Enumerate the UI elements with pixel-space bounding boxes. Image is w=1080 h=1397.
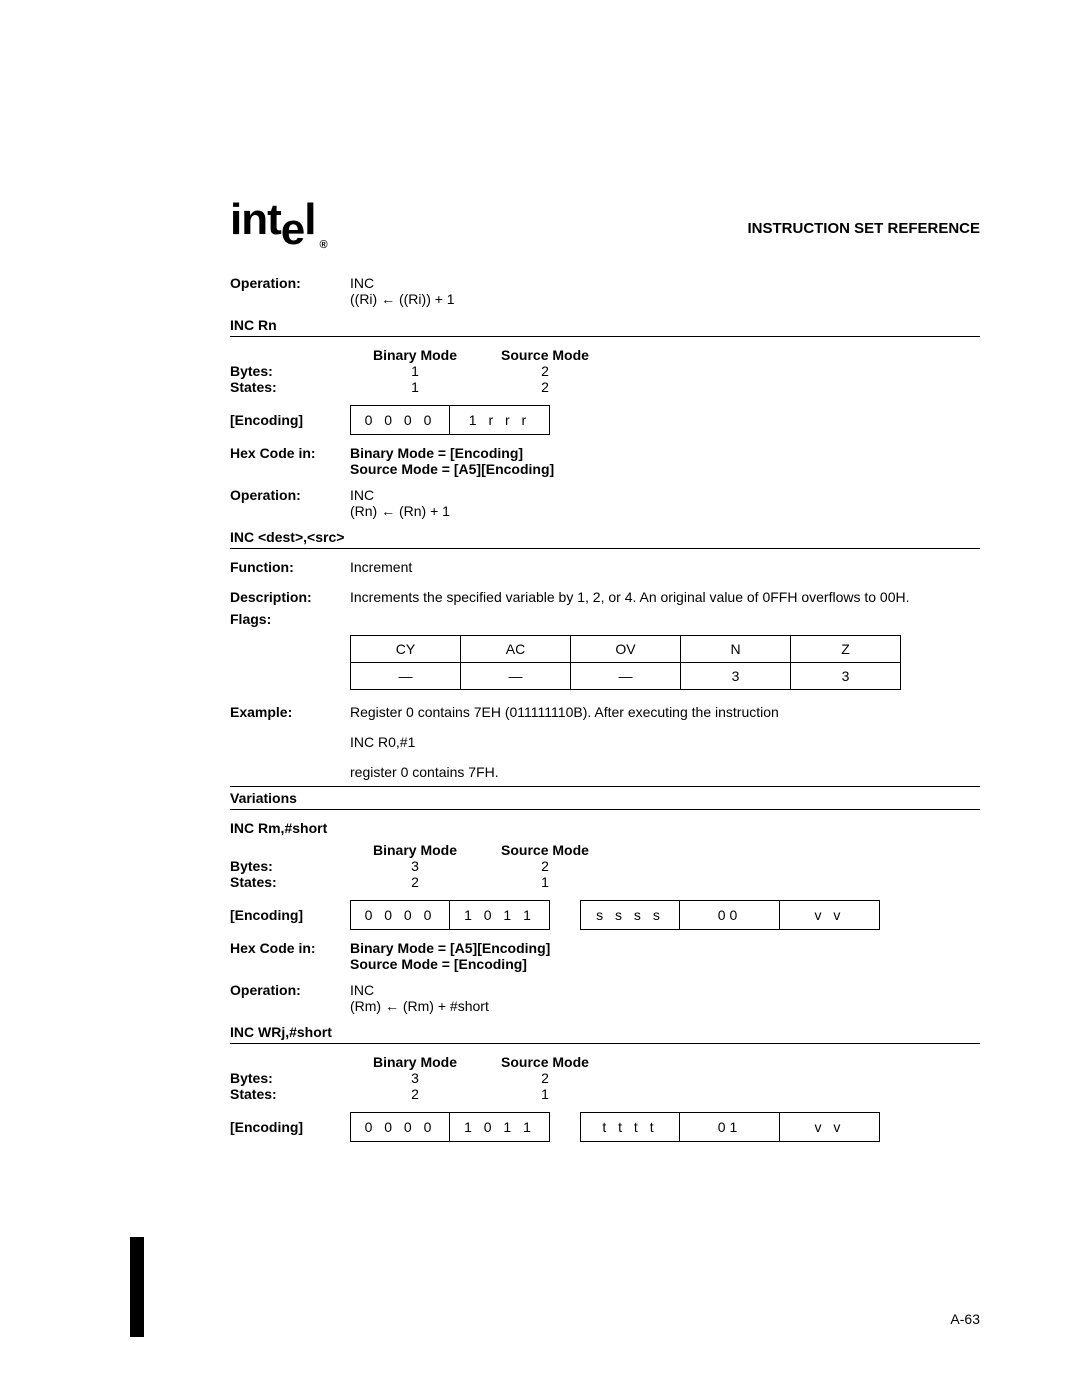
bytes-source: 2 xyxy=(480,363,610,379)
page-header-title: INSTRUCTION SET REFERENCE xyxy=(747,220,980,237)
function-value: Increment xyxy=(350,559,980,575)
flag-cy: CY xyxy=(351,636,461,663)
flag-ov: OV xyxy=(571,636,681,663)
encoding-cell: 1 0 1 1 xyxy=(450,900,550,930)
bytes-label: Bytes: xyxy=(230,858,350,874)
flag-ac: AC xyxy=(461,636,571,663)
page-number: A-63 xyxy=(950,1311,980,1327)
bytes-label: Bytes: xyxy=(230,1070,350,1086)
operation-label: Operation: xyxy=(230,275,350,307)
encoding-label: [Encoding] xyxy=(230,412,350,428)
states-source: 2 xyxy=(480,379,610,395)
states-label: States: xyxy=(230,379,350,395)
source-mode-header: Source Mode xyxy=(480,1054,610,1070)
encoding-cell: t t t t xyxy=(580,1112,680,1142)
flag-val-n: 3 xyxy=(681,663,791,690)
section-inc-rm: INC Rm,#short xyxy=(230,820,980,836)
source-mode-header: Source Mode xyxy=(480,347,610,363)
flag-val-cy: — xyxy=(351,663,461,690)
states-binary: 1 xyxy=(350,379,480,395)
states-label: States: xyxy=(230,1086,350,1102)
flag-n: N xyxy=(681,636,791,663)
states-label: States: xyxy=(230,874,350,890)
encoding-label: [Encoding] xyxy=(230,907,350,923)
states-binary: 2 xyxy=(350,874,480,890)
bytes-source: 2 xyxy=(480,858,610,874)
encoding-cell: 1 0 1 1 xyxy=(450,1112,550,1142)
flag-val-z: 3 xyxy=(791,663,901,690)
encoding-cell: 00 xyxy=(680,900,780,930)
states-source: 1 xyxy=(480,874,610,890)
flag-z: Z xyxy=(791,636,901,663)
binary-mode-header: Binary Mode xyxy=(350,842,480,858)
encoding-cell: 01 xyxy=(680,1112,780,1142)
encoding-row-wrj: [Encoding] 0 0 0 0 1 0 1 1 t t t t 01 v … xyxy=(230,1112,980,1142)
encoding-cell: v v xyxy=(780,900,880,930)
variations-header: Variations xyxy=(230,786,980,810)
bytes-binary: 3 xyxy=(350,1070,480,1086)
hex-code-label: Hex Code in: xyxy=(230,940,350,972)
hex-line2: Source Mode = [Encoding] xyxy=(350,956,980,972)
operation-line1: INC xyxy=(350,275,980,291)
section-inc-dest-src: INC <dest>,<src> xyxy=(230,529,980,549)
states-source: 1 xyxy=(480,1086,610,1102)
operation-line2: (Rn) ← (Rn) + 1 xyxy=(350,503,980,519)
section-inc-rn: INC Rn xyxy=(230,317,980,337)
flags-label: Flags: xyxy=(230,611,350,627)
flags-table: CY AC OV N Z — — — 3 3 xyxy=(350,635,901,690)
hex-code-label: Hex Code in: xyxy=(230,445,350,477)
encoding-cell: 0 0 0 0 xyxy=(350,405,450,435)
encoding-cell: v v xyxy=(780,1112,880,1142)
operation-line1: INC xyxy=(350,982,980,998)
hex-line2: Source Mode = [A5][Encoding] xyxy=(350,461,980,477)
encoding-row-rm: [Encoding] 0 0 0 0 1 0 1 1 s s s s 00 v … xyxy=(230,900,980,930)
side-index-mark xyxy=(130,1237,144,1337)
bytes-binary: 3 xyxy=(350,858,480,874)
example-line3: register 0 contains 7FH. xyxy=(350,764,980,780)
operation-line1: INC xyxy=(350,487,980,503)
operation-line2: ((Ri) ← ((Ri)) + 1 xyxy=(350,291,980,307)
hex-line1: Binary Mode = [A5][Encoding] xyxy=(350,940,980,956)
source-mode-header: Source Mode xyxy=(480,842,610,858)
states-binary: 2 xyxy=(350,1086,480,1102)
bytes-label: Bytes: xyxy=(230,363,350,379)
encoding-row-rn: [Encoding] 0 0 0 0 1 r r r xyxy=(230,405,980,435)
flag-val-ov: — xyxy=(571,663,681,690)
example-label: Example: xyxy=(230,704,350,720)
intel-logo: intel® xyxy=(230,195,327,245)
section-inc-wrj: INC WRj,#short xyxy=(230,1024,980,1044)
hex-line1: Binary Mode = [Encoding] xyxy=(350,445,980,461)
bytes-source: 2 xyxy=(480,1070,610,1086)
flag-val-ac: — xyxy=(461,663,571,690)
operation-label: Operation: xyxy=(230,487,350,519)
encoding-cell: 0 0 0 0 xyxy=(350,900,450,930)
binary-mode-header: Binary Mode xyxy=(350,1054,480,1070)
function-label: Function: xyxy=(230,559,350,575)
description-value: Increments the specified variable by 1, … xyxy=(350,589,980,605)
encoding-cell: s s s s xyxy=(580,900,680,930)
bytes-binary: 1 xyxy=(350,363,480,379)
operation-label: Operation: xyxy=(230,982,350,1014)
encoding-cell: 0 0 0 0 xyxy=(350,1112,450,1142)
example-line1: Register 0 contains 7EH (011111110B). Af… xyxy=(350,704,980,720)
example-line2: INC R0,#1 xyxy=(350,734,980,750)
encoding-label: [Encoding] xyxy=(230,1119,350,1135)
operation-line2: (Rm) ← (Rm) + #short xyxy=(350,998,980,1014)
encoding-cell: 1 r r r xyxy=(450,405,550,435)
description-label: Description: xyxy=(230,589,350,605)
operation-block-1: Operation: INC ((Ri) ← ((Ri)) + 1 xyxy=(230,275,980,307)
binary-mode-header: Binary Mode xyxy=(350,347,480,363)
